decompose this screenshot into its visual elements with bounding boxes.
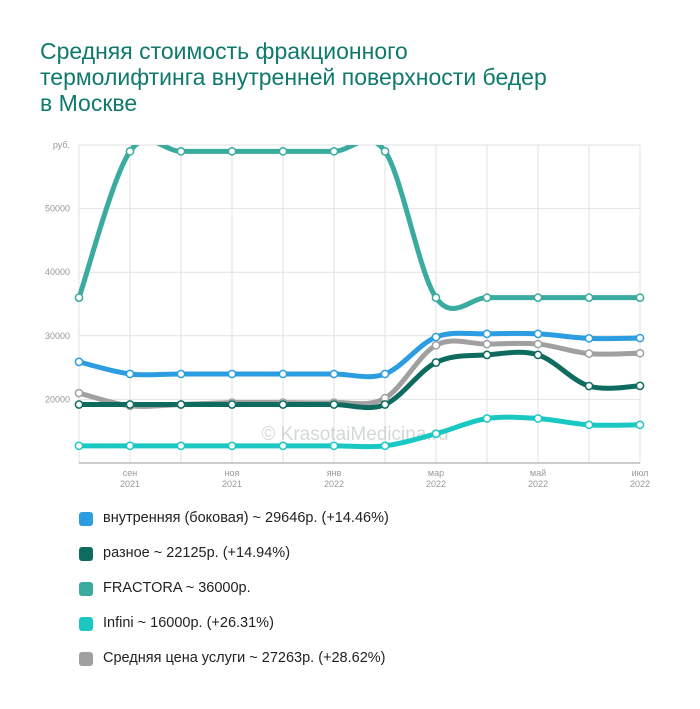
data-point-4 [227,441,237,451]
legend-label: Средняя цена услуги ~ 27263р. (+28.62%) [103,650,386,666]
data-point-0 [74,293,84,302]
data-point-3 [74,400,84,409]
data-point-0 [176,147,186,156]
data-point-2 [125,369,135,379]
axes: 20000300004000050000руб.сен2021ноя2021ян… [45,140,650,489]
x-tick-month: мар [428,468,444,478]
x-tick-year: 2022 [528,479,548,489]
data-point-0 [278,147,288,156]
data-point-0 [584,293,594,302]
data-point-2 [176,369,186,379]
data-point-3 [584,381,594,391]
x-tick-month: янв [327,468,342,478]
data-point-3 [176,400,186,409]
data-point-1 [482,339,492,349]
legend-swatch [79,652,93,666]
data-point-3 [635,381,645,391]
data-point-1 [431,340,441,350]
x-tick-year: 2021 [222,479,242,489]
watermark: © KrasotaiMedicina.ru [261,424,448,445]
data-point-2 [431,332,441,342]
series-line-2 [76,330,643,380]
data-point-4 [125,441,135,451]
legend: внутренняя (боковая) ~ 29646р. (+14.46%)… [79,510,389,685]
legend-item: разное ~ 22125р. (+14.94%) [79,545,389,580]
data-point-4 [533,414,543,423]
data-point-3 [533,350,543,360]
data-point-4 [176,441,186,451]
data-point-3 [431,358,441,367]
data-point-0 [482,293,492,302]
data-point-2 [482,329,492,339]
x-tick-month: июл [632,468,649,478]
x-tick-month: ноя [225,468,240,478]
data-point-2 [584,333,594,343]
data-point-4 [278,441,288,451]
data-point-0 [125,147,135,156]
series-line-0 [76,145,643,311]
data-point-2 [329,369,339,379]
data-point-4 [584,420,594,430]
data-point-3 [482,350,492,360]
legend-item: внутренняя (боковая) ~ 29646р. (+14.46%) [79,510,389,545]
data-point-0 [227,147,237,156]
data-point-2 [533,329,543,339]
series-points [74,147,645,451]
data-point-2 [74,357,84,367]
data-point-0 [380,147,390,156]
x-tick-month: сен [123,468,138,478]
data-point-2 [278,369,288,379]
data-point-2 [635,333,645,343]
data-point-4 [635,420,645,430]
data-point-3 [125,400,135,409]
data-point-0 [329,147,339,156]
legend-item: Infini ~ 16000р. (+26.31%) [79,615,389,650]
legend-item: FRACTORA ~ 36000р. [79,580,389,615]
x-tick-year: 2022 [630,479,650,489]
data-point-4 [482,414,492,423]
data-point-3 [278,400,288,409]
data-point-4 [380,441,390,451]
y-tick-label: 40000 [45,267,70,277]
legend-label: Infini ~ 16000р. (+26.31%) [103,615,274,631]
data-point-3 [227,400,237,409]
x-tick-year: 2022 [324,479,344,489]
data-point-4 [431,429,441,439]
data-point-3 [380,400,390,409]
data-point-4 [74,441,84,451]
data-point-3 [329,400,339,409]
legend-item: Средняя цена услуги ~ 27263р. (+28.62%) [79,650,389,685]
data-point-1 [74,388,84,398]
data-point-4 [329,441,339,451]
legend-label: разное ~ 22125р. (+14.94%) [103,545,291,561]
y-unit-label: руб. [53,140,70,150]
chart-title: Средняя стоимость фракционного термолифт… [40,38,547,116]
legend-swatch [79,547,93,561]
y-tick-label: 30000 [45,331,70,341]
data-point-2 [227,369,237,379]
series-lines [76,145,643,450]
x-tick-year: 2021 [120,479,140,489]
legend-swatch [79,582,93,596]
data-point-1 [635,348,645,358]
data-point-1 [584,349,594,358]
data-point-2 [380,369,390,379]
data-point-0 [431,293,441,302]
x-tick-month: май [530,468,546,478]
legend-label: внутренняя (боковая) ~ 29646р. (+14.46%) [103,510,389,526]
data-point-0 [533,293,543,302]
grid-lines [78,144,641,463]
legend-swatch [79,512,93,526]
y-tick-label: 50000 [45,204,70,214]
x-tick-year: 2022 [426,479,446,489]
data-point-1 [533,339,543,349]
legend-label: FRACTORA ~ 36000р. [103,580,251,596]
data-point-0 [635,293,645,302]
y-tick-label: 20000 [45,394,70,404]
legend-swatch [79,617,93,631]
